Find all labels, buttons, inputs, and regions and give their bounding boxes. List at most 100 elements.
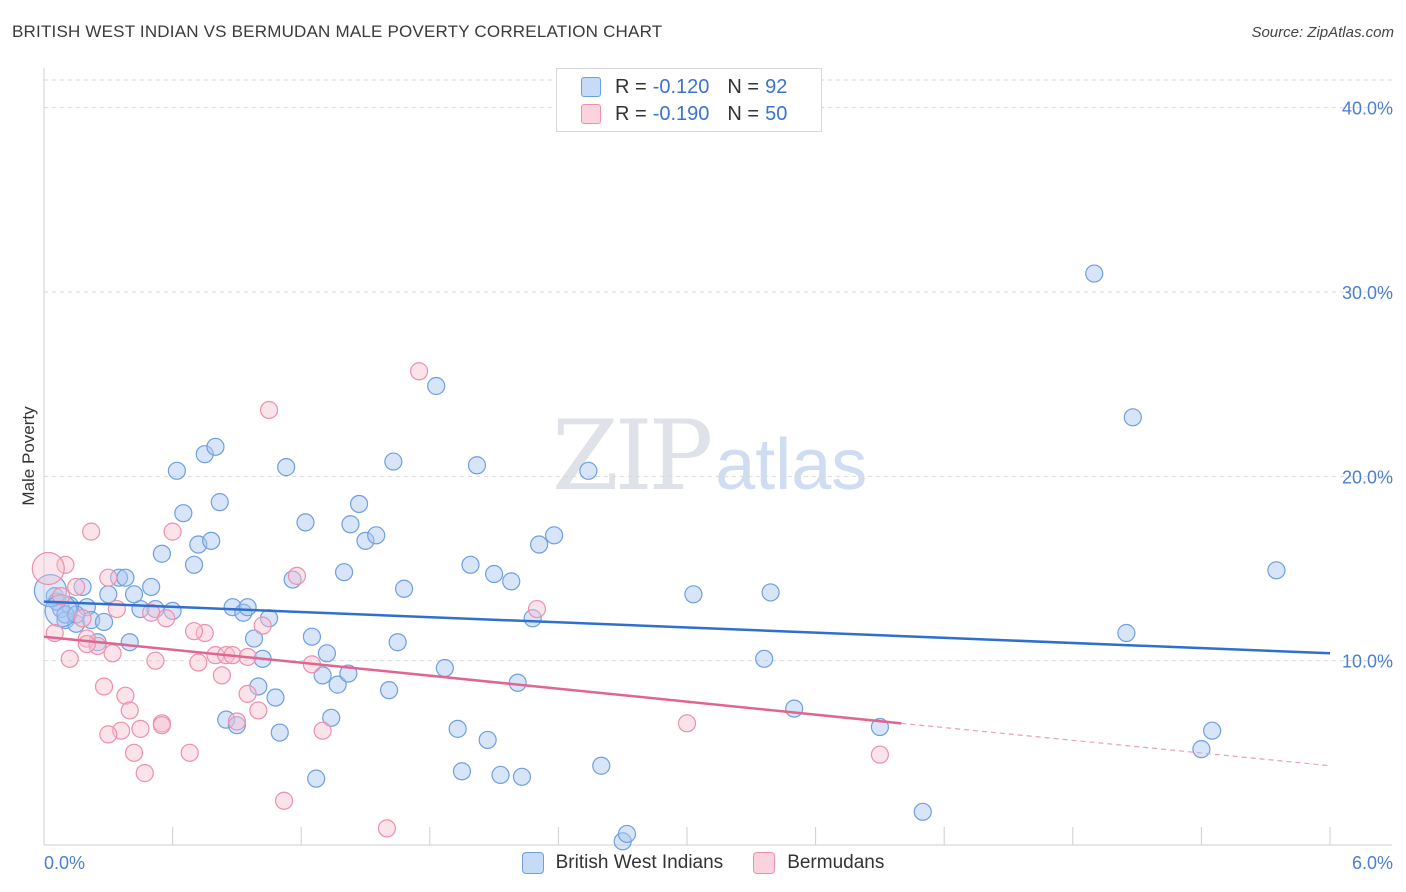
british-west-indian-point <box>195 445 214 464</box>
bermudan-point <box>99 725 118 744</box>
y-axis-label: Male Poverty <box>19 406 38 506</box>
legend-swatch-blue <box>521 852 544 874</box>
british-west-indian-point <box>238 598 257 617</box>
british-west-indian-point <box>502 572 521 591</box>
british-west-indian-point <box>684 585 703 604</box>
british-west-indian-point <box>202 531 221 550</box>
british-west-indian-point <box>120 633 139 652</box>
bermudan-point <box>527 599 547 619</box>
bermudan-point <box>157 609 176 628</box>
british-west-indian-point <box>785 699 804 718</box>
bermudan-point <box>377 819 397 838</box>
bermudan-point <box>82 522 101 541</box>
bermudan-point <box>184 622 204 641</box>
british-west-indian-point <box>592 756 611 775</box>
british-west-indian-point <box>461 555 480 574</box>
y-tick-label: 40.0% <box>1342 99 1393 119</box>
british-west-indian-point <box>341 515 360 534</box>
bermudan-point <box>103 644 122 663</box>
british-west-indian-point <box>427 376 446 396</box>
bermudan-point <box>238 684 257 703</box>
chart-title: BRITISH WEST INDIAN VS BERMUDAN MALE POV… <box>12 22 663 41</box>
bermudan-point <box>135 764 154 783</box>
bermudan-point <box>249 701 268 720</box>
british-west-indian-point <box>761 583 780 602</box>
bermudan-point <box>73 609 92 628</box>
british-west-indian-point <box>210 493 229 512</box>
british-west-indian-point <box>313 666 332 685</box>
y-tick-label: 30.0% <box>1342 283 1393 303</box>
british-west-indian-point <box>223 598 242 617</box>
trend-line-british-west-indians <box>43 600 1331 655</box>
british-west-indian-point <box>266 688 285 707</box>
british-west-indian-point <box>394 579 414 598</box>
legend-n-value: 92 <box>765 75 788 98</box>
british-west-indian-point <box>452 762 472 781</box>
legend-label-british-west-indians: British West Indians <box>555 852 724 873</box>
british-west-indian-point <box>478 730 497 750</box>
legend-n-label: N = <box>727 75 760 98</box>
british-west-indian-point <box>244 629 264 648</box>
british-west-indian-point <box>33 574 68 608</box>
legend-item-bermudans: Bermudans <box>753 852 884 874</box>
british-west-indian-point <box>206 437 225 456</box>
bermudan-point <box>287 566 307 585</box>
bermudan-point <box>259 400 279 420</box>
watermark: ZIPatlas <box>552 400 867 512</box>
british-west-indian-point <box>349 494 369 514</box>
british-west-indian-point <box>512 767 532 786</box>
british-west-indian-point <box>579 461 598 480</box>
british-west-indian-point <box>1203 721 1222 740</box>
british-west-indian-point <box>277 458 296 477</box>
british-west-indian-point <box>249 677 268 696</box>
british-west-indian-point <box>485 564 504 584</box>
bermudan-point <box>677 714 697 733</box>
bermudan-point <box>189 653 208 672</box>
bermudan-point <box>116 686 135 705</box>
british-west-indian-point <box>339 664 358 683</box>
trend-line-bermudans-extension <box>901 722 1331 767</box>
british-west-indian-point <box>328 675 347 694</box>
bermudan-point <box>94 677 114 696</box>
legend-swatch-blue <box>581 77 601 97</box>
british-west-indian-point <box>174 504 193 523</box>
bermudan-point <box>60 649 79 668</box>
legend-r-label: R = <box>615 75 647 98</box>
bermudan-point <box>163 522 182 541</box>
bermudan-point <box>146 651 165 670</box>
british-west-indian-point <box>317 644 337 663</box>
british-west-indian-point <box>388 633 407 652</box>
bermudan-point <box>77 634 96 654</box>
british-west-indian-point <box>322 708 341 727</box>
bermudan-point <box>180 743 199 762</box>
legend-swatch-pink <box>581 104 601 124</box>
british-west-indian-point <box>184 555 204 574</box>
bermudan-point <box>124 743 144 762</box>
x-tick-label: 0.0% <box>44 853 85 873</box>
british-west-indian-point <box>73 577 92 597</box>
watermark-zip: ZIP <box>552 400 713 512</box>
bermudan-point <box>99 568 118 587</box>
legend-swatch-pink <box>753 852 776 874</box>
y-tick-label: 20.0% <box>1342 467 1393 487</box>
british-west-indian-point <box>1267 561 1286 580</box>
british-west-indian-point <box>99 585 118 604</box>
bermudan-point <box>274 791 294 810</box>
british-west-indian-point <box>617 824 637 844</box>
legend-row-british-west-indians: R = -0.120 N = 92 <box>581 74 787 100</box>
legend-n-value: 50 <box>765 102 788 125</box>
bermudan-point <box>77 629 96 648</box>
british-west-indian-point <box>755 649 774 668</box>
legend-r-value: -0.190 <box>652 102 710 125</box>
british-west-indian-point <box>152 544 171 563</box>
bermudan-point <box>67 577 86 597</box>
british-west-indian-point <box>379 681 399 700</box>
legend-r-label: R = <box>615 102 647 125</box>
bermudan-point <box>212 666 231 685</box>
british-west-indian-point <box>302 627 322 646</box>
british-west-indian-point <box>545 526 564 545</box>
british-west-indian-point <box>109 568 129 587</box>
british-west-indian-point <box>467 456 487 475</box>
legend-label-bermudans: Bermudans <box>787 852 885 873</box>
legend-item-british-west-indians: British West Indians <box>521 852 724 874</box>
